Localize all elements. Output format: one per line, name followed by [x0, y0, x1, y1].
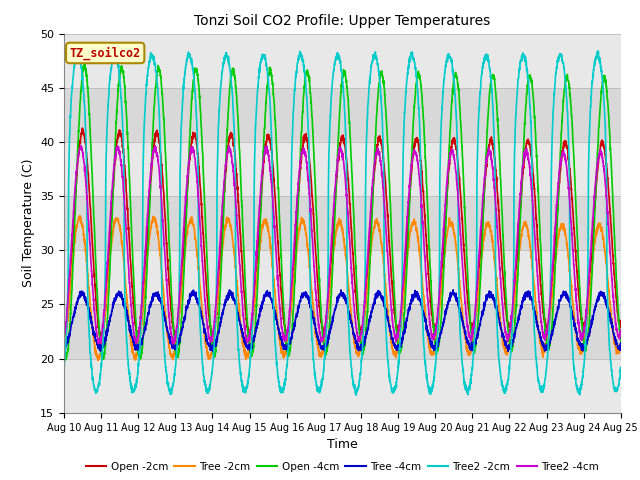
Open -4cm: [157, 75, 164, 81]
Tree2 -2cm: [546, 298, 554, 304]
Tree2 -2cm: [157, 148, 164, 154]
Tree2 -4cm: [60, 335, 68, 340]
Open -4cm: [124, 139, 132, 144]
Line: Open -2cm: Open -2cm: [64, 128, 621, 339]
Tree -4cm: [60, 348, 68, 353]
Tree2 -2cm: [124, 353, 131, 359]
Tree2 -2cm: [298, 54, 305, 60]
Tree2 -2cm: [60, 365, 68, 371]
Tree2 -4cm: [606, 249, 614, 255]
Tree -2cm: [547, 315, 554, 321]
Tree -2cm: [94, 358, 102, 363]
Y-axis label: Soil Temperature (C): Soil Temperature (C): [22, 159, 35, 288]
Tree2 -2cm: [352, 392, 360, 398]
Tree2 -4cm: [170, 341, 177, 347]
Bar: [64, 304, 621, 359]
Open -2cm: [60, 331, 68, 337]
Bar: [64, 142, 621, 196]
Tree -2cm: [124, 305, 132, 311]
Bar: [64, 88, 621, 142]
Tree2 -2cm: [617, 366, 625, 372]
Tree2 -2cm: [274, 368, 282, 373]
Tree2 -2cm: [594, 48, 602, 54]
Open -2cm: [547, 309, 554, 314]
Tree2 -4cm: [617, 327, 625, 333]
Bar: [64, 250, 621, 304]
Tree -4cm: [298, 292, 306, 298]
Tree2 -4cm: [77, 143, 85, 148]
Bar: [64, 359, 621, 413]
Tree -4cm: [274, 322, 282, 328]
Tree -2cm: [606, 303, 614, 309]
Tree -4cm: [606, 315, 614, 321]
Tree -2cm: [76, 213, 84, 218]
Open -2cm: [274, 240, 282, 246]
Tree -4cm: [617, 344, 625, 349]
Open -4cm: [617, 338, 625, 344]
Tree -2cm: [274, 325, 282, 331]
Tree -2cm: [60, 346, 68, 351]
Open -2cm: [61, 336, 68, 342]
Tree -4cm: [157, 298, 164, 304]
Open -4cm: [81, 61, 88, 67]
Tree -2cm: [617, 340, 625, 346]
Open -4cm: [60, 348, 68, 354]
Tree -4cm: [209, 348, 217, 354]
Line: Open -4cm: Open -4cm: [64, 64, 621, 360]
Open -4cm: [298, 117, 306, 122]
Open -2cm: [157, 155, 164, 161]
Open -4cm: [547, 340, 554, 346]
Open -2cm: [124, 210, 132, 216]
Tree -4cm: [124, 312, 131, 318]
Tree -4cm: [449, 287, 457, 293]
Tree -4cm: [547, 338, 554, 344]
Line: Tree -2cm: Tree -2cm: [64, 216, 621, 360]
Line: Tree2 -2cm: Tree2 -2cm: [64, 51, 621, 395]
Open -4cm: [99, 357, 106, 363]
Tree2 -4cm: [274, 280, 282, 286]
Tree -2cm: [298, 217, 306, 223]
Tree -2cm: [157, 260, 164, 265]
Tree2 -2cm: [606, 352, 614, 358]
Text: TZ_soilco2: TZ_soilco2: [70, 46, 141, 60]
Open -2cm: [617, 322, 625, 328]
Tree2 -4cm: [124, 251, 132, 257]
Line: Tree2 -4cm: Tree2 -4cm: [64, 145, 621, 344]
Open -2cm: [298, 146, 306, 152]
Bar: [64, 196, 621, 250]
Open -2cm: [606, 211, 614, 217]
Tree2 -4cm: [547, 298, 554, 303]
Legend: Open -2cm, Tree -2cm, Open -4cm, Tree -4cm, Tree2 -2cm, Tree2 -4cm: Open -2cm, Tree -2cm, Open -4cm, Tree -4…: [81, 457, 604, 476]
Tree2 -4cm: [298, 150, 306, 156]
Open -4cm: [274, 174, 282, 180]
Open -2cm: [79, 125, 86, 131]
Bar: [64, 34, 621, 88]
Title: Tonzi Soil CO2 Profile: Upper Temperatures: Tonzi Soil CO2 Profile: Upper Temperatur…: [195, 14, 490, 28]
Tree2 -4cm: [157, 186, 164, 192]
X-axis label: Time: Time: [327, 438, 358, 451]
Line: Tree -4cm: Tree -4cm: [64, 290, 621, 351]
Open -4cm: [606, 147, 614, 153]
